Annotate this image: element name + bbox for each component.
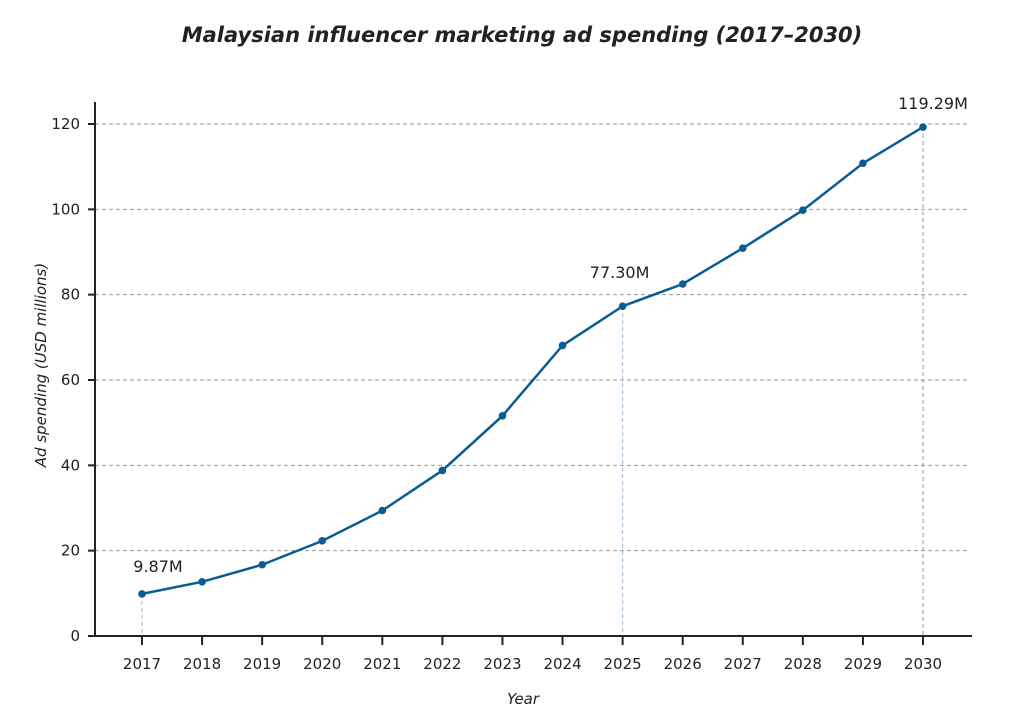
data-point bbox=[438, 466, 447, 475]
data-point bbox=[678, 280, 687, 288]
x-tick-label: 2018 bbox=[183, 655, 221, 673]
data-point bbox=[258, 560, 266, 569]
y-tick-label: 100 bbox=[51, 200, 80, 218]
x-tick-label: 2025 bbox=[604, 655, 642, 673]
x-tick-label: 2017 bbox=[123, 655, 161, 673]
chart-title: Malaysian influencer marketing ad spendi… bbox=[182, 23, 863, 47]
x-tick-label: 2022 bbox=[423, 655, 461, 673]
data-point bbox=[799, 206, 807, 214]
y-tick-label: 80 bbox=[61, 286, 80, 304]
x-tick-label: 2029 bbox=[844, 655, 882, 673]
annotation-label: 9.87M bbox=[133, 557, 182, 576]
data-point bbox=[318, 537, 327, 545]
data-point bbox=[859, 159, 867, 168]
y-ticks: 0 20 40 60 80 100 120 bbox=[51, 115, 95, 645]
y-axis-label: Ad spending (USD millions) bbox=[32, 263, 50, 468]
x-tick-label: 2024 bbox=[543, 655, 581, 673]
y-tick-label: 40 bbox=[61, 456, 80, 474]
x-tick-label: 2028 bbox=[784, 655, 822, 673]
series-line bbox=[141, 125, 924, 596]
data-point bbox=[198, 578, 206, 586]
annotations: 9.87M 77.30M 119.29M bbox=[133, 94, 968, 576]
x-tick-label: 2023 bbox=[483, 655, 521, 673]
data-point bbox=[618, 302, 627, 310]
data-point bbox=[558, 341, 567, 350]
x-tick-label: 2030 bbox=[904, 655, 942, 673]
x-tick-label: 2026 bbox=[664, 655, 702, 673]
x-axis-label: Year bbox=[507, 690, 540, 708]
annotation-guides bbox=[141, 127, 924, 636]
annotation-label: 119.29M bbox=[898, 94, 968, 113]
data-point bbox=[378, 506, 387, 515]
data-point bbox=[738, 244, 747, 252]
x-tick-label: 2019 bbox=[243, 655, 281, 673]
x-ticks: 2017 2018 2019 2020 2021 2022 2023 2024 2025 2026… bbox=[123, 636, 942, 673]
gridlines bbox=[95, 123, 970, 552]
x-tick-label: 2021 bbox=[363, 655, 401, 673]
y-tick-label: 0 bbox=[70, 627, 80, 645]
y-tick-label: 20 bbox=[61, 542, 80, 560]
data-point bbox=[919, 123, 927, 131]
data-point bbox=[138, 590, 146, 598]
series bbox=[138, 123, 927, 598]
x-tick-label: 2027 bbox=[724, 655, 762, 673]
x-tick-label: 2020 bbox=[303, 655, 341, 673]
y-tick-label: 60 bbox=[61, 371, 80, 389]
annotation-label: 77.30M bbox=[590, 263, 650, 282]
data-point bbox=[498, 412, 507, 420]
axes bbox=[94, 102, 972, 637]
y-tick-label: 120 bbox=[51, 115, 80, 133]
